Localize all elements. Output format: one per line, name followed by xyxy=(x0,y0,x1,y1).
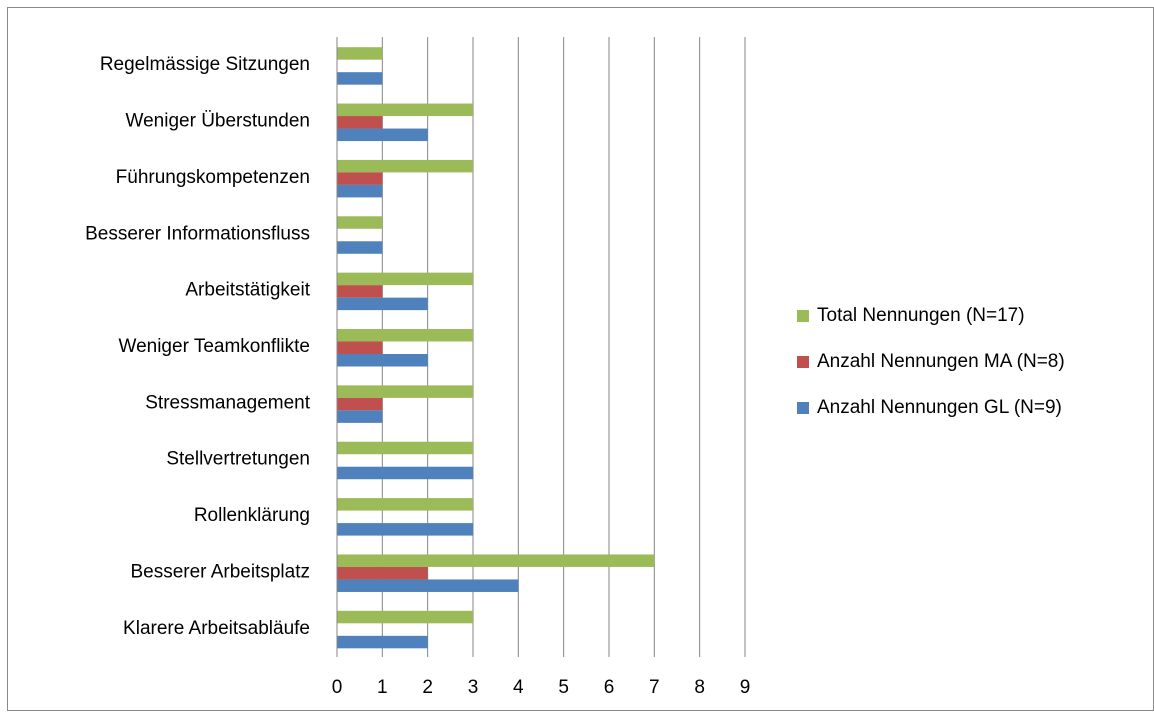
bar xyxy=(337,610,473,624)
chart-border xyxy=(7,7,1154,711)
y-tick-label: Weniger Überstunden xyxy=(126,111,310,132)
bar xyxy=(337,635,428,649)
bar xyxy=(337,385,473,398)
x-tick-label: 6 xyxy=(604,677,615,698)
legend-swatch xyxy=(797,402,809,414)
bar xyxy=(337,329,473,342)
legend-label: Anzahl Nennungen GL (N=9) xyxy=(817,397,1062,418)
y-tick-label: Stellvertretungen xyxy=(166,449,310,470)
y-tick-label: Besserer Informationsfluss xyxy=(85,223,310,244)
bar xyxy=(337,184,383,198)
legend-label: Anzahl Nennungen MA (N=8) xyxy=(817,351,1065,372)
bar xyxy=(337,523,473,536)
bar xyxy=(337,47,383,60)
bar xyxy=(337,72,383,85)
legend-swatch xyxy=(797,310,809,322)
bar xyxy=(337,103,473,117)
y-tick-label: Führungskompetenzen xyxy=(116,167,310,188)
bar xyxy=(337,397,383,411)
bar xyxy=(337,554,655,567)
bar xyxy=(337,216,383,229)
y-tick-label: Stressmanagement xyxy=(145,392,310,413)
bar xyxy=(337,116,383,129)
bar xyxy=(337,159,473,173)
y-tick-label: Regelmässige Sitzungen xyxy=(100,54,310,75)
bar xyxy=(337,579,519,592)
y-tick-label: Arbeitstätigkeit xyxy=(185,280,310,301)
bar xyxy=(337,241,383,254)
y-tick-label: Weniger Teamkonflikte xyxy=(118,336,310,357)
x-tick-label: 1 xyxy=(377,677,388,698)
bar xyxy=(337,410,383,423)
bar xyxy=(337,566,428,580)
x-tick-label: 2 xyxy=(422,677,433,698)
bar xyxy=(337,172,383,185)
legend-label: Total Nennungen (N=17) xyxy=(817,305,1025,326)
bar xyxy=(337,297,428,311)
x-tick-label: 8 xyxy=(694,677,705,698)
bar xyxy=(337,272,473,286)
legend-swatch xyxy=(797,356,809,368)
x-tick-label: 5 xyxy=(558,677,569,698)
y-tick-label: Klarere Arbeitsabläufe xyxy=(123,618,310,639)
bar xyxy=(337,354,428,367)
x-tick-label: 9 xyxy=(740,677,751,698)
bar xyxy=(337,341,383,354)
bar xyxy=(337,441,473,455)
y-tick-label: Besserer Arbeitsplatz xyxy=(130,561,310,582)
x-tick-label: 0 xyxy=(332,677,343,698)
bar xyxy=(337,466,473,480)
x-tick-label: 7 xyxy=(649,677,660,698)
x-tick-label: 4 xyxy=(513,677,524,698)
bar xyxy=(337,498,473,511)
bar xyxy=(337,285,383,298)
y-tick-label: Rollenklärung xyxy=(194,505,310,526)
bar xyxy=(337,128,428,142)
x-tick-label: 3 xyxy=(468,677,479,698)
